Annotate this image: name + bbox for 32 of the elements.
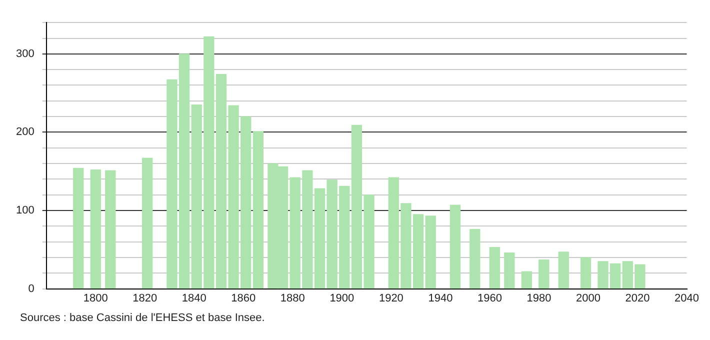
x-tick-label: 1880 [280,292,305,304]
bar [450,204,461,289]
x-tick-label: 1820 [132,292,158,304]
x-tick-label: 1920 [378,292,404,304]
source-note: Sources : base Cassini de l'EHESS et base Insee. [20,312,266,324]
x-tick-label: 2020 [625,292,650,304]
bar [521,271,532,289]
x-tick-label: 1800 [83,292,108,304]
bar [252,131,264,289]
bar [538,260,550,289]
bar [73,168,84,289]
x-tick-label: 1980 [526,292,552,304]
y-tick-label: 0 [28,282,34,295]
x-tick-label: 1940 [428,292,453,304]
bar [489,246,500,289]
bar [470,228,480,289]
bar [504,252,515,289]
bar [90,169,101,289]
bar [580,257,592,289]
x-tick-label: 1840 [182,292,206,304]
y-tick-label: 100 [16,204,34,217]
bar [558,252,569,289]
bar [425,216,436,289]
bar [142,158,153,289]
x-tick-label: 2000 [576,292,600,304]
x-tick-label: 1860 [231,292,256,304]
bar [105,170,116,289]
y-tick-label: 300 [16,48,34,60]
x-tick-label: 1900 [330,292,354,304]
x-tick-label: 1960 [477,292,502,304]
y-tick-label: 200 [16,126,34,138]
x-tick-label: 2040 [674,292,700,304]
